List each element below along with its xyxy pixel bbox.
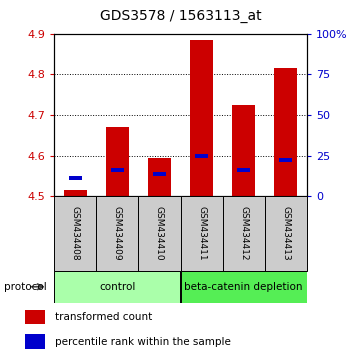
Bar (153, 172, 166, 176)
Bar (237, 168, 250, 172)
Text: protocol: protocol (4, 282, 46, 292)
Bar (180, 196, 223, 271)
Bar (232, 105, 255, 196)
Bar (69, 176, 82, 180)
Bar (279, 158, 292, 162)
Bar (54, 196, 96, 271)
Bar (106, 127, 129, 196)
Text: GSM434412: GSM434412 (239, 206, 248, 261)
Bar (96, 196, 138, 271)
Bar (195, 154, 208, 158)
Bar (111, 168, 124, 172)
Text: transformed count: transformed count (55, 312, 152, 322)
Bar (148, 158, 171, 196)
Bar (274, 68, 297, 196)
Bar (54, 271, 180, 303)
Bar (223, 196, 265, 271)
Text: percentile rank within the sample: percentile rank within the sample (55, 337, 231, 347)
Bar (138, 196, 180, 271)
Bar (64, 190, 87, 196)
Bar (180, 271, 307, 303)
Text: GSM434413: GSM434413 (281, 206, 290, 261)
Bar (265, 196, 307, 271)
Text: GSM434409: GSM434409 (113, 206, 122, 261)
Bar (190, 40, 213, 196)
Text: beta-catenin depletion: beta-catenin depletion (184, 282, 303, 292)
Text: GSM434411: GSM434411 (197, 206, 206, 261)
Text: GSM434410: GSM434410 (155, 206, 164, 261)
Bar (25, 335, 45, 349)
Bar (25, 310, 45, 324)
Text: GDS3578 / 1563113_at: GDS3578 / 1563113_at (100, 9, 261, 23)
Text: GSM434408: GSM434408 (71, 206, 80, 261)
Text: control: control (99, 282, 135, 292)
